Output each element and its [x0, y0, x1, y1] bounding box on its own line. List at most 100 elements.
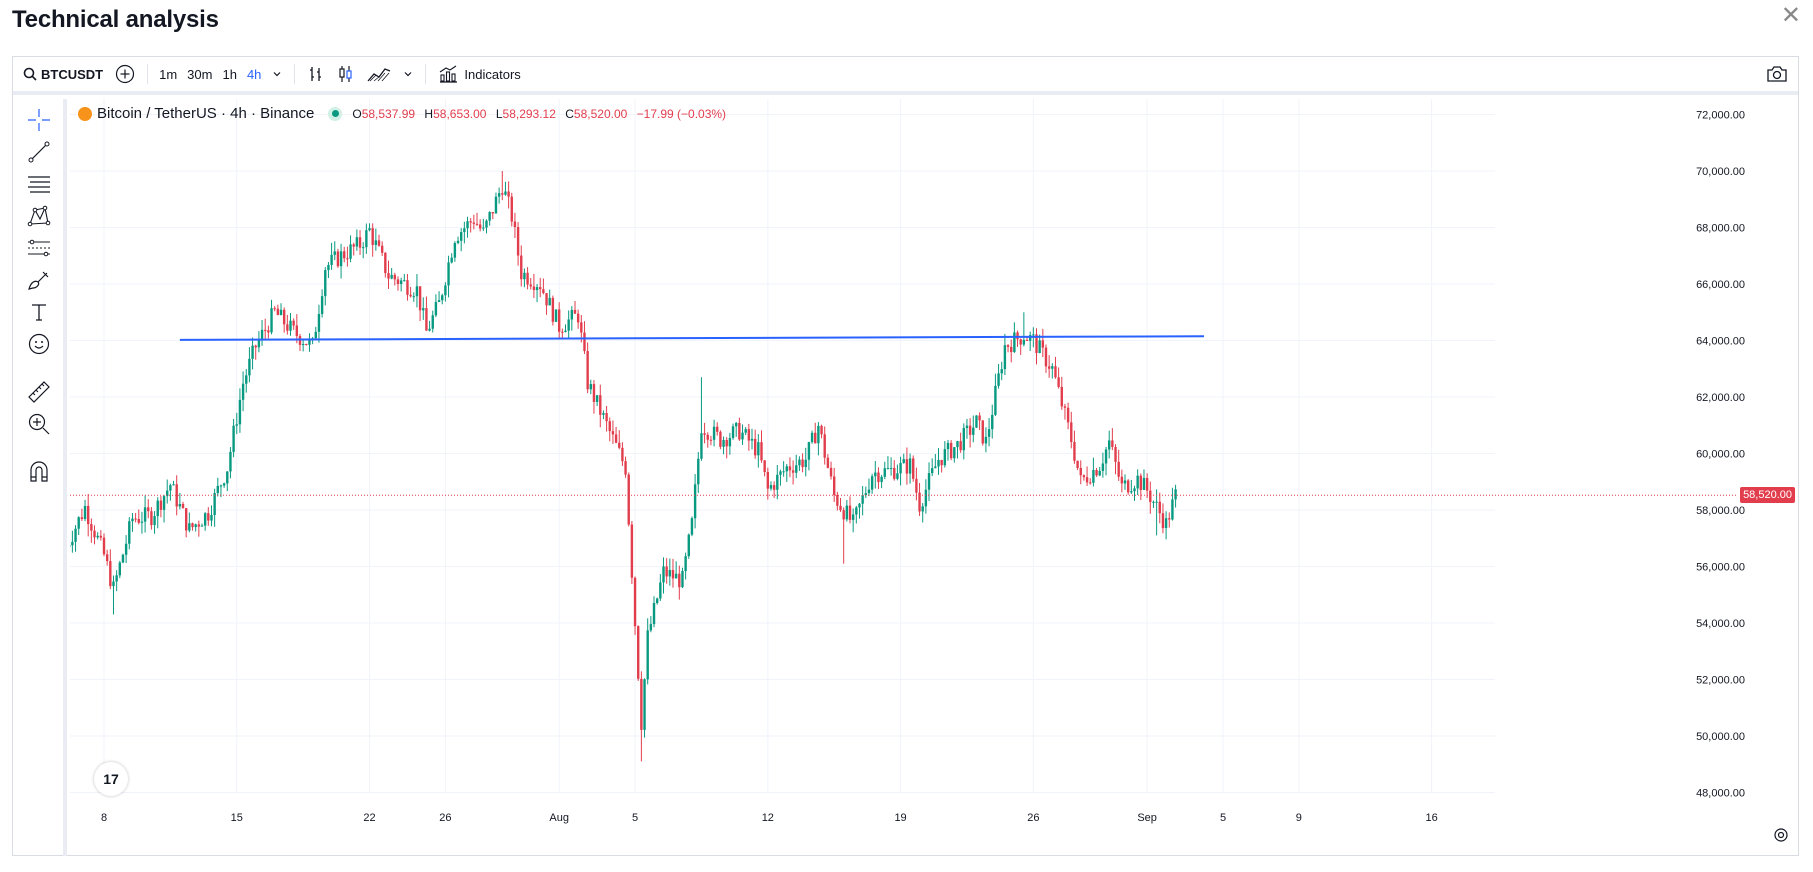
candle-body	[1054, 366, 1057, 378]
candle-body	[994, 385, 997, 415]
candle-body	[956, 441, 959, 448]
candle-body	[855, 507, 858, 515]
candle-body	[238, 399, 242, 425]
bar-chart-type-button[interactable]	[301, 55, 331, 93]
candle-body	[330, 254, 333, 265]
candle-body	[1006, 345, 1010, 347]
candle-body	[757, 442, 760, 456]
candle-body	[497, 193, 501, 197]
candle-body	[241, 383, 245, 400]
candle-chart-type-button[interactable]	[331, 55, 361, 93]
candle-body	[1057, 377, 1060, 387]
candle-body	[399, 280, 403, 285]
candle-body	[583, 332, 586, 352]
candle-body	[630, 524, 634, 578]
bitcoin-icon	[78, 106, 92, 121]
candle-body	[1120, 476, 1124, 484]
candle-body	[801, 459, 804, 468]
timeframe-1m[interactable]: 1m	[159, 66, 178, 82]
toolbar-divider	[147, 64, 149, 84]
zoom-tool[interactable]	[26, 411, 52, 437]
candle-body	[940, 459, 943, 466]
timeframe-30m[interactable]: 30m	[187, 66, 213, 82]
symbol-search-button[interactable]: BTCUSDT	[13, 55, 109, 93]
candle-body	[156, 500, 159, 517]
candle-body	[1155, 501, 1158, 503]
tradingview-logo[interactable]: 17	[94, 762, 128, 796]
fib-retracement-tool[interactable]	[26, 171, 52, 197]
candle-body	[1079, 467, 1082, 476]
chart-settings-button[interactable]	[1773, 827, 1789, 848]
chart-area[interactable]: 48,000.00 50,000.00 52,000.00 54,000.00 56,0…	[70, 99, 1799, 856]
emoji-tool[interactable]	[26, 331, 52, 357]
candle-body	[482, 227, 485, 229]
candle-body	[1095, 469, 1098, 476]
magnet-tool[interactable]	[26, 459, 52, 485]
candle-body	[90, 524, 93, 531]
candle-body	[251, 345, 254, 359]
candle-body	[128, 521, 131, 544]
candle-body	[649, 624, 653, 631]
candle-body	[1092, 469, 1095, 483]
toolbar-divider	[425, 64, 427, 84]
candle-body	[766, 472, 770, 489]
candle-body	[902, 459, 905, 463]
area-chart-type-button[interactable]	[361, 55, 397, 93]
brush-tool[interactable]	[26, 267, 52, 293]
candle-body	[441, 295, 444, 301]
candle-body	[712, 426, 716, 440]
candle-body	[924, 489, 928, 507]
text-tool[interactable]	[26, 299, 52, 325]
candle-body	[899, 462, 902, 474]
candle-body	[1035, 334, 1038, 354]
candle-body	[447, 262, 450, 286]
trend-line-tool[interactable]	[26, 139, 52, 165]
price-chart[interactable]: 48,000.00 50,000.00 52,000.00 54,000.00 56,0…	[70, 99, 1799, 856]
candle-body	[147, 507, 150, 512]
x-tick-label: 19	[894, 812, 906, 824]
y-tick-label: 66,000.00	[1696, 279, 1745, 291]
candle-body	[839, 505, 842, 511]
candle-body	[153, 516, 156, 526]
compare-symbol-button[interactable]	[109, 55, 141, 93]
zoom-in-icon	[28, 413, 50, 435]
timeframe-1h[interactable]: 1h	[222, 66, 237, 82]
candle-body	[1117, 461, 1120, 477]
candle-body	[184, 508, 188, 531]
candle-body	[968, 425, 972, 435]
candle-body	[428, 328, 431, 331]
prediction-tool[interactable]	[26, 235, 52, 261]
candle-body	[782, 471, 785, 473]
candle-body	[997, 373, 1000, 386]
candle-body	[753, 438, 757, 456]
change-value: −17.99 (−0.03%)	[636, 106, 727, 121]
ruler-tool[interactable]	[26, 379, 52, 405]
candle-body	[554, 309, 558, 322]
candle-body	[377, 240, 381, 246]
emoji-icon	[28, 333, 50, 355]
timeframe-4h[interactable]: 4h	[246, 66, 262, 82]
candle-body	[930, 468, 934, 474]
legend-symbol[interactable]: Bitcoin / TetherUS · 4h · Binance	[97, 105, 315, 122]
candle-body	[1085, 477, 1089, 483]
timeframe-dropdown[interactable]	[266, 55, 288, 93]
candle-body	[624, 461, 627, 475]
candle-body	[709, 439, 713, 441]
snapshot-button[interactable]	[1760, 55, 1798, 93]
candle-body	[507, 191, 510, 197]
area-chart-icon	[367, 68, 391, 82]
ruler-icon	[28, 381, 50, 403]
candle-body	[235, 424, 238, 426]
candle-body	[621, 447, 624, 462]
chart-type-dropdown[interactable]	[397, 55, 419, 93]
x-tick-label: 16	[1426, 812, 1438, 824]
candle-body	[627, 474, 630, 525]
indicators-button[interactable]: Indicators	[432, 55, 526, 93]
add-circle-icon	[116, 64, 135, 84]
crosshair-tool[interactable]	[26, 107, 52, 133]
pattern-tool[interactable]	[26, 203, 52, 229]
close-icon[interactable]: ✕	[1780, 2, 1801, 29]
candle-body	[1174, 489, 1177, 500]
indicators-icon	[440, 65, 458, 83]
candle-body	[83, 505, 87, 520]
